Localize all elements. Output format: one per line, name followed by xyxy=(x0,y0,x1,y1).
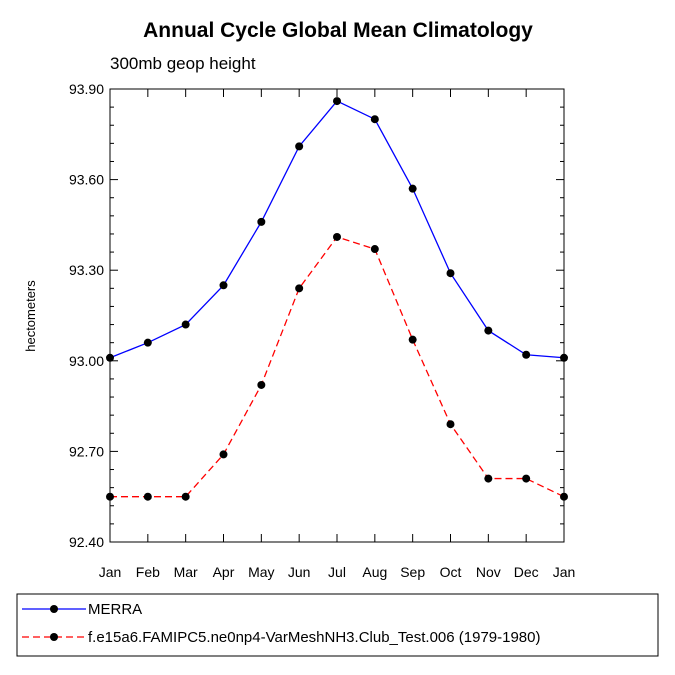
data-point xyxy=(446,269,455,278)
legend-item: MERRA xyxy=(22,601,142,618)
data-point xyxy=(522,474,531,483)
y-tick-labels: 92.40 92.70 93.00 93.30 93.60 93.90 xyxy=(69,81,104,550)
x-tick-label: Dec xyxy=(514,564,539,580)
y-axis-label: hectometers xyxy=(23,280,38,352)
data-point xyxy=(295,284,304,293)
x-tick-label: Jul xyxy=(328,564,346,580)
y-tick-label: 93.90 xyxy=(69,81,104,97)
data-point xyxy=(560,492,568,501)
data-point xyxy=(181,320,190,329)
legend: MERRA f.e15a6.FAMIPC5.ne0np4-VarMeshNH3.C… xyxy=(22,601,540,646)
x-tick-label: Jan xyxy=(99,564,122,580)
y-tick-label: 93.00 xyxy=(69,353,104,369)
data-point xyxy=(560,353,568,362)
x-tick-label: Mar xyxy=(174,564,198,580)
legend-item: f.e15a6.FAMIPC5.ne0np4-VarMeshNH3.Club_T… xyxy=(22,629,540,646)
series-1 xyxy=(106,97,568,362)
data-point xyxy=(484,326,493,335)
x-tick-label: Oct xyxy=(440,564,462,580)
minor-ticks xyxy=(110,106,564,525)
data-point xyxy=(408,184,417,193)
y-tick-label: 92.40 xyxy=(69,534,104,550)
series-line xyxy=(110,236,565,498)
x-tick-label: Nov xyxy=(476,564,501,580)
legend-label: MERRA xyxy=(88,601,142,618)
data-point xyxy=(295,142,304,151)
data-point xyxy=(181,492,190,501)
y-tick-label: 92.70 xyxy=(69,443,104,459)
data-point xyxy=(446,420,455,429)
data-point xyxy=(106,353,114,362)
plot-frame xyxy=(109,88,565,543)
series-2 xyxy=(106,232,568,501)
data-point xyxy=(257,217,266,226)
data-point xyxy=(333,232,341,241)
data-point xyxy=(370,245,379,254)
y-tick-label: 93.60 xyxy=(69,172,104,188)
chart-subtitle: 300mb geop height xyxy=(110,54,256,73)
x-tick-label: Sep xyxy=(400,564,425,580)
data-point xyxy=(219,450,228,459)
x-tick-label: Feb xyxy=(136,564,160,580)
data-point xyxy=(522,350,531,359)
legend-label: f.e15a6.FAMIPC5.ne0np4-VarMeshNH3.Club_T… xyxy=(88,629,540,646)
data-point xyxy=(143,492,152,501)
data-point xyxy=(143,338,152,347)
x-tick-label: May xyxy=(248,564,274,580)
data-point xyxy=(370,115,379,124)
legend-marker xyxy=(50,605,58,613)
data-point xyxy=(219,281,228,290)
data-point xyxy=(257,380,266,389)
chart-title: Annual Cycle Global Mean Climatology xyxy=(143,19,533,42)
x-tick-labels: Jan Feb Mar Apr May Jun Jul Aug Sep Oct Nov Dec Jan xyxy=(99,564,576,580)
x-tick-label: Jan xyxy=(553,564,576,580)
data-point xyxy=(333,97,341,106)
x-tick-label: Jun xyxy=(288,564,311,580)
series-line xyxy=(109,100,565,359)
legend-marker xyxy=(50,633,58,641)
data-point xyxy=(408,335,417,344)
legend-box xyxy=(16,593,659,657)
major-ticks xyxy=(109,88,565,543)
x-tick-label: Apr xyxy=(213,564,235,580)
y-tick-label: 93.30 xyxy=(69,262,104,278)
series-layer xyxy=(106,97,568,501)
x-tick-label: Aug xyxy=(362,564,387,580)
data-point xyxy=(106,492,114,501)
data-point xyxy=(484,474,493,483)
